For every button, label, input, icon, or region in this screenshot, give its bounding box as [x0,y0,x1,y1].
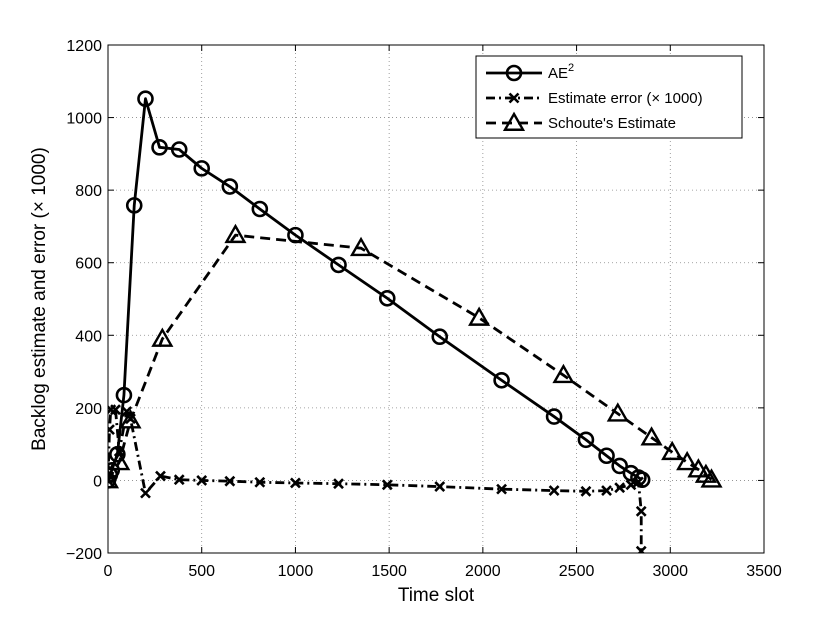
x-tick-label: 0 [104,563,113,580]
legend-label: Estimate error (× 1000) [548,90,703,107]
data-point [290,477,301,489]
data-point [661,440,684,461]
x-axis-label: Time slot [398,585,475,606]
data-point [431,328,449,346]
x-tick-label: 1500 [371,563,407,580]
data-point [110,404,121,416]
y-tick-label: 200 [75,401,102,418]
data-point [601,485,612,497]
x-tick-label: 3500 [746,563,782,580]
data-point [434,481,446,493]
data-point [687,458,710,478]
data-point [125,197,143,214]
data-point [115,386,133,404]
data-point [330,256,347,274]
ticks: 0 500 1000 1500 2000 2500 3000 3500−20002004006… [66,38,782,580]
y-tick-label: −200 [66,546,102,563]
legend-label-text: AE [548,65,568,82]
series-line [108,408,643,552]
data-point [548,485,560,497]
series-0 [108,90,651,489]
data-point [545,408,563,425]
series-line [108,97,643,481]
data-point [635,505,647,517]
data-point [349,236,373,257]
legend-label: AE2 [548,62,574,82]
data-point [140,487,151,499]
legend-marker [505,64,523,82]
data-point [119,409,142,429]
x-tick-label: 1000 [278,563,314,580]
data-point [170,141,188,158]
y-tick-label: 600 [75,256,102,273]
legend-label-superscript: 2 [568,62,574,74]
data-point [108,450,131,471]
legend-marker [508,92,520,104]
data-point [676,450,699,471]
data-point [496,483,508,495]
data-point [193,160,211,177]
x-tick-label: 2500 [559,563,595,580]
data-point [378,289,396,307]
plot-frame [107,44,765,554]
data-point [254,476,266,488]
data-point [108,424,115,436]
data-point [611,457,628,475]
data-point [155,470,166,482]
legend-marker [502,111,526,131]
x-tick-label: 500 [188,563,215,580]
data-point [552,363,575,384]
series-1 [108,404,647,553]
series-layer [108,90,723,553]
data-point [381,479,393,491]
legend-label: Schoute's Estimate [548,115,676,132]
legend: AE2 Estimate error (× 1000) Schoute's Esti… [475,55,743,139]
data-point [151,139,168,156]
data-point [151,327,174,347]
data-point [109,446,126,463]
data-point [224,475,236,487]
data-point [635,545,647,553]
data-point [493,371,510,389]
data-point [577,431,595,449]
series-line [108,233,713,482]
data-point [598,447,615,465]
y-tick-label: 1200 [66,38,102,55]
data-point [606,402,629,422]
data-point [468,306,491,326]
data-point [625,479,637,491]
data-point [224,223,247,244]
series-2 [108,223,723,489]
y-axis-label: Backlog estimate and error (× 1000) [29,147,50,451]
y-tick-label: 400 [75,328,102,345]
data-point [640,426,663,446]
data-point [333,478,344,490]
data-point [108,469,120,489]
y-tick-label: 1000 [66,111,102,128]
data-point [221,178,239,195]
y-tick-label: 0 [93,473,102,490]
x-tick-label: 2000 [465,563,501,580]
data-point [633,476,644,488]
data-point [580,485,592,497]
legend-label-text: Schoute's Estimate [548,115,676,132]
data-point [196,475,208,486]
data-point [137,90,154,108]
x-tick-label: 3000 [652,563,688,580]
data-point [614,482,626,494]
data-point [251,200,269,218]
data-point [173,474,185,486]
y-tick-label: 800 [75,183,102,200]
data-point [700,468,723,488]
legend-label-text: Estimate error (× 1000) [548,90,703,107]
